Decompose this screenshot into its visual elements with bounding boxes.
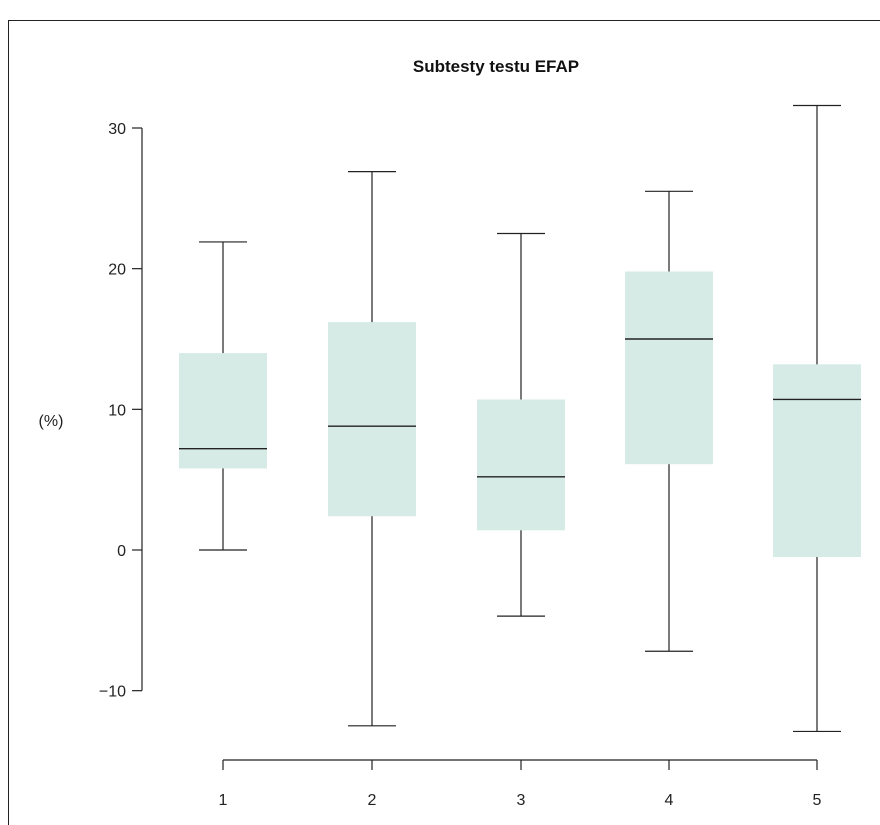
box-1 [179, 241, 267, 551]
y-tick-label: 10 [108, 402, 126, 419]
box-3 [477, 232, 565, 617]
y-tick-label: 30 [108, 121, 126, 138]
y-tick-label: −10 [99, 684, 126, 701]
y-axis: 30 20 10 0 −10 [99, 121, 143, 701]
boxes-group [179, 104, 861, 733]
chart-title: Subtesty testu EFAP [413, 57, 579, 76]
y-axis-label: (%) [39, 413, 64, 430]
iqr-box [179, 353, 267, 469]
x-tick-label: 3 [517, 792, 526, 809]
y-tick-label: 20 [108, 262, 126, 279]
iqr-box [477, 399, 565, 531]
iqr-box [328, 322, 416, 517]
box-4 [625, 190, 713, 652]
x-tick-label: 2 [368, 792, 377, 809]
box-5 [773, 104, 861, 733]
x-tick-label: 1 [219, 792, 228, 809]
y-tick-label: 0 [117, 543, 126, 560]
iqr-box [625, 271, 713, 465]
x-tick-label: 4 [665, 792, 674, 809]
box-2 [328, 171, 416, 727]
chart-frame [8, 20, 880, 825]
iqr-box [773, 364, 861, 558]
x-tick-label: 5 [813, 792, 822, 809]
x-axis: 1 2 3 4 5 [219, 759, 822, 809]
